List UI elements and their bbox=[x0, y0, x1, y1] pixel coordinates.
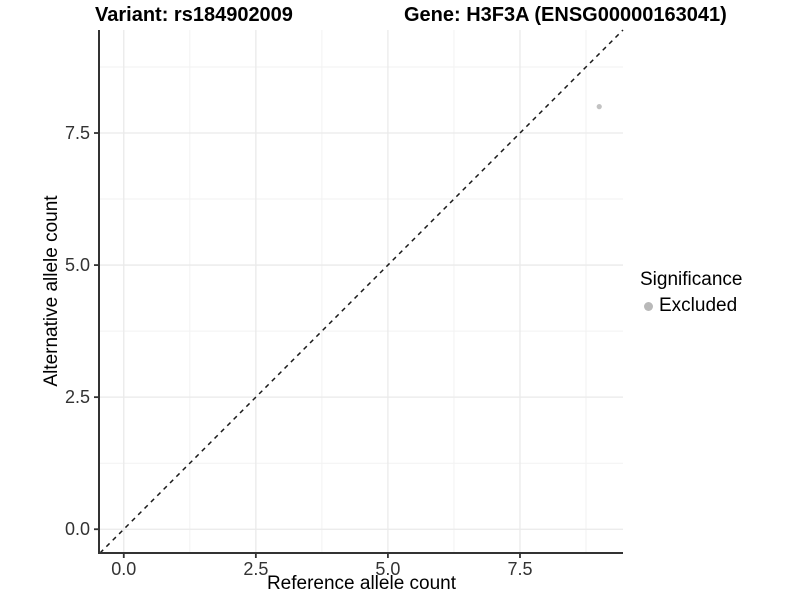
legend-item-label: Excluded bbox=[659, 295, 738, 316]
y-axis-title: Alternative allele count bbox=[41, 195, 62, 387]
x-tick-label: 7.5 bbox=[507, 559, 532, 579]
x-tick-label: 2.5 bbox=[243, 559, 268, 579]
y-tick-label: 5.0 bbox=[65, 255, 90, 275]
x-tick-label: 0.0 bbox=[111, 559, 136, 579]
data-point bbox=[596, 104, 602, 110]
identity-line bbox=[99, 29, 624, 554]
plot-title-variant: Variant: rs184902009 bbox=[95, 4, 293, 26]
y-tick-label: 7.5 bbox=[65, 123, 90, 143]
x-axis-title: Reference allele count bbox=[266, 573, 457, 594]
legend: Significance Excluded bbox=[640, 269, 742, 317]
legend-point-icon bbox=[644, 301, 653, 311]
plot-title-gene: Gene: H3F3A (ENSG00000163041) bbox=[404, 4, 727, 26]
legend-item-excluded: Excluded bbox=[640, 295, 742, 317]
y-tick-label: 2.5 bbox=[65, 387, 90, 407]
y-tick-label: 0.0 bbox=[65, 519, 90, 539]
legend-title: Significance bbox=[640, 269, 743, 290]
x-tick-label: 5.0 bbox=[375, 559, 400, 579]
